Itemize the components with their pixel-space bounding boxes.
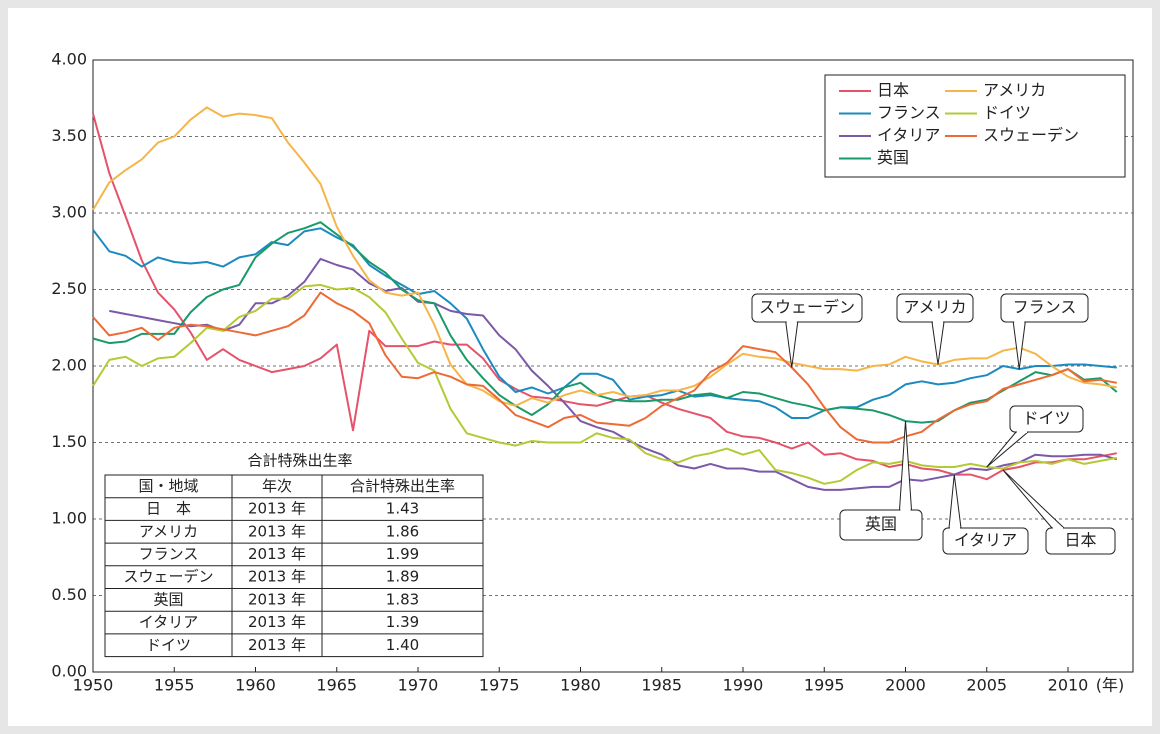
x-tick-label: 2000 (885, 676, 926, 695)
y-tick-label: 3.00 (51, 203, 87, 222)
series-line (92, 113, 1117, 481)
callout-cover (950, 527, 960, 529)
x-tick-label: 1970 (398, 676, 439, 695)
series-line (92, 283, 1117, 485)
callout-label: アメリカ (903, 298, 966, 317)
callout-pointer (899, 421, 912, 511)
table-cell: 合計特殊出生率 (350, 477, 455, 495)
legend-label: フランス (877, 103, 941, 122)
table-cell: アメリカ (139, 522, 198, 540)
callout-pointer (986, 431, 1029, 468)
x-tick-label: 1955 (154, 676, 195, 695)
callout-cover (786, 321, 797, 323)
table-cell: 英国 (153, 590, 183, 608)
callout-box (1000, 293, 1089, 323)
table-cell: 年次 (262, 477, 292, 495)
y-tick-label: 0.00 (51, 662, 87, 681)
table-cell: 2013 年 (248, 522, 306, 540)
table-cell: イタリア (139, 613, 198, 631)
x-tick-label: 1960 (235, 676, 276, 695)
table-cell: 2013 年 (248, 545, 306, 563)
legend-label: スウェーデン (983, 126, 1079, 145)
table-cell: ドイツ (146, 636, 191, 654)
callout-cover (1014, 321, 1025, 323)
table-cell: 1.89 (386, 568, 419, 586)
callout-label: スウェーデン (759, 298, 855, 317)
x-tick-label: 2010 (1048, 676, 1089, 695)
callout-pointer (1012, 321, 1026, 370)
series-line (92, 106, 1117, 407)
table-cell: 日 本 (146, 500, 191, 518)
callout-label: 日本 (1064, 531, 1096, 550)
y-tick-label: 2.00 (51, 356, 87, 375)
x-tick-label: 1985 (641, 676, 682, 695)
callout-label: ドイツ (1022, 409, 1070, 428)
callout-pointer (785, 321, 799, 368)
y-tick-label: 3.50 (51, 126, 87, 145)
table-cell: 2013 年 (248, 590, 306, 608)
callout-box (942, 527, 1029, 555)
table-cell: スウェーデン (123, 568, 213, 586)
callout-box (751, 293, 863, 323)
series-line (92, 227, 1117, 419)
table-cell: 2013 年 (248, 636, 306, 654)
table-cell: 2013 年 (248, 568, 306, 586)
y-tick-label: 4.00 (51, 50, 87, 69)
callout-cover (900, 509, 911, 511)
x-tick-label: 1975 (479, 676, 520, 695)
callout-pointer (1002, 469, 1065, 529)
series-line (109, 257, 1118, 491)
legend-label: イタリア (877, 126, 940, 145)
legend-label: ドイツ (983, 103, 1031, 122)
callout-pointer (948, 474, 962, 529)
callout-cover (1017, 431, 1027, 433)
legend-label: 英国 (877, 148, 909, 167)
table-cell: 1.40 (386, 636, 419, 654)
x-tick-label: 2005 (966, 676, 1007, 695)
callout-label: イタリア (954, 531, 1017, 550)
y-tick-label: 0.50 (51, 585, 87, 604)
x-tick-label: 1995 (804, 676, 845, 695)
callout-cover (933, 321, 943, 323)
y-tick-label: 2.50 (51, 279, 87, 298)
y-tick-label: 1.00 (51, 509, 87, 528)
table-cell: 2013 年 (248, 500, 306, 518)
callout-cover (1053, 527, 1063, 529)
table-cell: 1.43 (386, 500, 419, 518)
table-cell: 1.99 (386, 545, 419, 563)
y-tick-label: 1.50 (51, 432, 87, 451)
callout-label: 英国 (865, 515, 897, 534)
callout-label: フランス (1013, 298, 1077, 317)
callout-box (839, 509, 923, 541)
x-tick-label: 1950 (73, 676, 114, 695)
x-tick-label: 1990 (723, 676, 764, 695)
series-line (92, 291, 1117, 444)
x-axis-label: (年) (1096, 676, 1125, 695)
callout-box (1009, 405, 1084, 433)
table-cell: 1.86 (386, 522, 419, 540)
callout-pointer (931, 321, 945, 365)
table-cell: 1.83 (386, 590, 419, 608)
callout-box (1045, 527, 1116, 555)
table-cell: フランス (139, 545, 199, 563)
table-cell: 国・地域 (138, 477, 198, 495)
table-cell: 1.39 (386, 613, 419, 631)
table-cell: 2013 年 (248, 613, 306, 631)
table-title: 合計特殊出生率 (247, 452, 352, 470)
legend-label: 日本 (877, 81, 909, 100)
x-tick-label: 1965 (316, 676, 357, 695)
legend-label: アメリカ (983, 81, 1046, 100)
x-tick-label: 1980 (560, 676, 601, 695)
